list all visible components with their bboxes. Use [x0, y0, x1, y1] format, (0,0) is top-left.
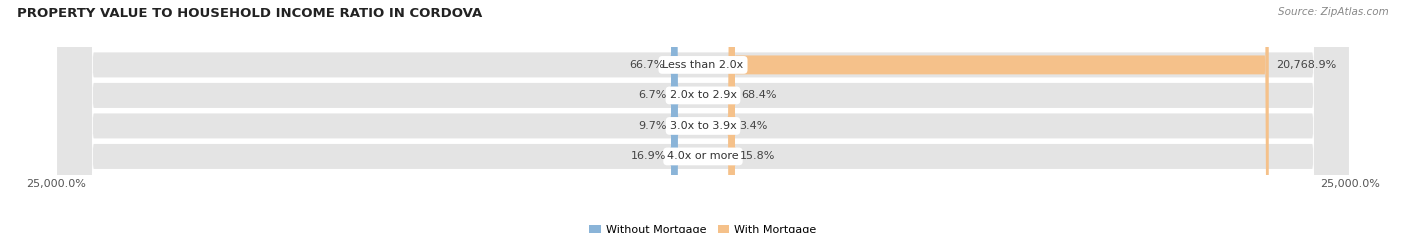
FancyBboxPatch shape — [728, 0, 735, 233]
Text: 3.4%: 3.4% — [740, 121, 768, 131]
Text: 16.9%: 16.9% — [631, 151, 666, 161]
Text: 15.8%: 15.8% — [740, 151, 775, 161]
FancyBboxPatch shape — [671, 0, 678, 233]
FancyBboxPatch shape — [58, 0, 1348, 233]
FancyBboxPatch shape — [58, 0, 1348, 233]
Text: 6.7%: 6.7% — [638, 90, 666, 100]
FancyBboxPatch shape — [730, 0, 735, 233]
Text: Source: ZipAtlas.com: Source: ZipAtlas.com — [1278, 7, 1389, 17]
FancyBboxPatch shape — [728, 0, 735, 233]
Legend: Without Mortgage, With Mortgage: Without Mortgage, With Mortgage — [585, 220, 821, 233]
Text: 66.7%: 66.7% — [630, 60, 665, 70]
Text: 3.0x to 3.9x: 3.0x to 3.9x — [669, 121, 737, 131]
FancyBboxPatch shape — [671, 0, 678, 233]
Text: 9.7%: 9.7% — [638, 121, 666, 131]
FancyBboxPatch shape — [731, 0, 1268, 233]
Text: 4.0x or more: 4.0x or more — [668, 151, 738, 161]
Text: PROPERTY VALUE TO HOUSEHOLD INCOME RATIO IN CORDOVA: PROPERTY VALUE TO HOUSEHOLD INCOME RATIO… — [17, 7, 482, 20]
FancyBboxPatch shape — [671, 0, 678, 233]
FancyBboxPatch shape — [58, 0, 1348, 233]
Text: 20,768.9%: 20,768.9% — [1277, 60, 1337, 70]
Text: 68.4%: 68.4% — [741, 90, 776, 100]
Text: 2.0x to 2.9x: 2.0x to 2.9x — [669, 90, 737, 100]
Text: Less than 2.0x: Less than 2.0x — [662, 60, 744, 70]
FancyBboxPatch shape — [58, 0, 1348, 233]
FancyBboxPatch shape — [671, 0, 676, 233]
